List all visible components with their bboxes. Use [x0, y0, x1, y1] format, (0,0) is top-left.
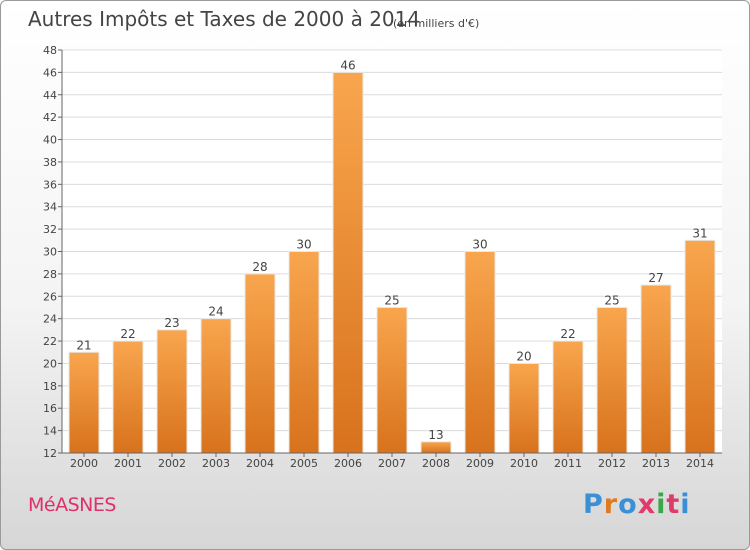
x-tick-label-2011: 2011	[554, 457, 582, 470]
y-tick-label: 36	[43, 178, 57, 191]
value-label-2005: 30	[296, 238, 311, 252]
y-tick-label: 20	[43, 357, 57, 370]
value-label-2007: 25	[384, 293, 399, 307]
bar-2010	[508, 362, 540, 454]
bar-2014	[684, 239, 716, 454]
logo-letter: i	[680, 489, 691, 520]
value-label-2002: 23	[164, 316, 179, 330]
x-tick-label-2001: 2001	[114, 457, 142, 470]
logo-letter: o	[618, 489, 638, 520]
x-tick-label-2005: 2005	[290, 457, 318, 470]
x-tick-label-2002: 2002	[158, 457, 186, 470]
bar-2007	[376, 306, 408, 454]
x-tick-label-2012: 2012	[598, 457, 626, 470]
logo-letter: i	[656, 489, 667, 520]
y-tick-label: 42	[43, 111, 57, 124]
bar-2009	[464, 251, 496, 454]
bar-2011	[552, 340, 584, 454]
value-label-2013: 27	[648, 271, 663, 285]
y-tick-label: 14	[43, 425, 57, 438]
bar-2005	[288, 251, 320, 454]
x-tick-label-2004: 2004	[246, 457, 274, 470]
x-tick-label-2014: 2014	[686, 457, 714, 470]
y-tick-label: 24	[43, 313, 57, 326]
logo-letter: t	[666, 489, 681, 520]
value-labels: 21 22 23 24 28 30 46 25 13 30 20 22 25 27 31	[76, 58, 707, 441]
y-tick-label: 12	[43, 447, 57, 460]
x-tick-label-2008: 2008	[422, 457, 450, 470]
value-label-2014: 31	[692, 226, 707, 240]
value-label-2004: 28	[252, 260, 267, 274]
logo-letter: x	[637, 489, 657, 520]
axes: 12 14 16 18 20 22 24 26 28 30 32 34 36 38 40 42 44 46 48 20…	[43, 44, 722, 470]
x-tick-label-2000: 2000	[70, 457, 98, 470]
y-tick-label: 34	[43, 201, 57, 214]
value-label-2008: 13	[428, 428, 443, 442]
bars	[68, 71, 716, 454]
bar-2012	[596, 306, 628, 454]
y-tick-label: 46	[43, 66, 57, 79]
y-tick-label: 30	[43, 246, 57, 259]
chart-title: Autres Impôts et Taxes de 2000 à 2014	[28, 7, 421, 31]
chart-unit-label: (en milliers d'€)	[393, 17, 480, 30]
value-label-2006: 46	[340, 58, 355, 72]
logo-letter: P	[583, 489, 604, 520]
y-tick-label: 32	[43, 223, 57, 236]
x-tick-label-2006: 2006	[334, 457, 362, 470]
value-label-2010: 20	[516, 349, 531, 363]
commune-name: MéASNES	[28, 494, 116, 516]
x-tick-label-2003: 2003	[202, 457, 230, 470]
bar-2000	[68, 351, 100, 454]
x-tick-label-2009: 2009	[466, 457, 494, 470]
value-label-2011: 22	[560, 327, 575, 341]
bar-2013	[640, 284, 672, 454]
y-tick-label: 38	[43, 156, 57, 169]
y-tick-label: 48	[43, 44, 57, 57]
bar-2004	[244, 273, 276, 454]
y-tick-label: 44	[43, 89, 57, 102]
bar-2003	[200, 318, 232, 454]
value-label-2003: 24	[208, 305, 223, 319]
y-tick-label: 28	[43, 268, 57, 281]
y-tick-label: 16	[43, 402, 57, 415]
value-label-2001: 22	[120, 327, 135, 341]
proxiti-logo: Proxiti	[583, 489, 691, 520]
bar-2008	[420, 441, 452, 454]
x-tick-label-2007: 2007	[378, 457, 406, 470]
bar-2002	[156, 329, 188, 454]
x-tick-label-2010: 2010	[510, 457, 538, 470]
y-tick-label: 40	[43, 134, 57, 147]
y-tick-label: 22	[43, 335, 57, 348]
y-tick-label: 18	[43, 380, 57, 393]
value-label-2009: 30	[472, 238, 487, 252]
bar-2001	[112, 340, 144, 454]
value-label-2012: 25	[604, 293, 619, 307]
logo-letter: r	[603, 489, 619, 520]
bar-2006	[332, 71, 364, 454]
x-tick-label-2013: 2013	[642, 457, 670, 470]
value-label-2000: 21	[76, 338, 91, 352]
y-tick-label: 26	[43, 290, 57, 303]
